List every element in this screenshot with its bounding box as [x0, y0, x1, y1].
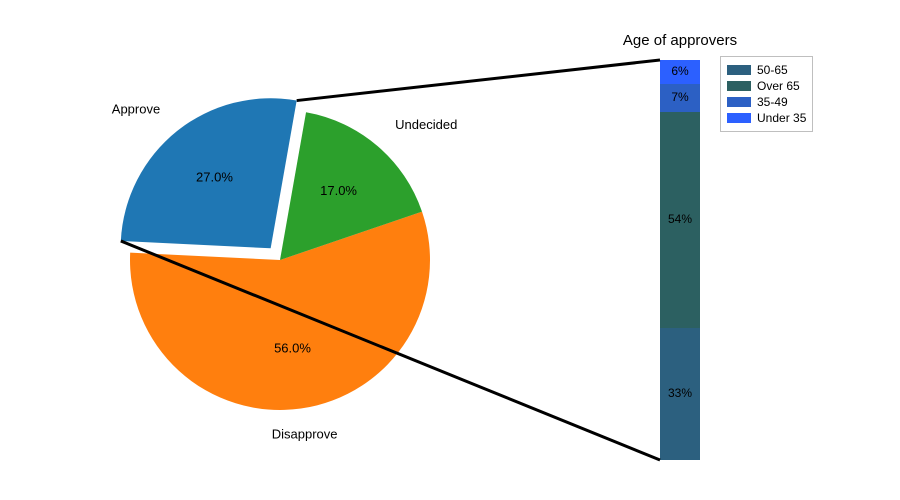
pie-label-approve: Approve	[112, 101, 160, 116]
legend-item-under-35: Under 35	[727, 111, 806, 125]
legend-swatch	[727, 65, 751, 75]
bar-pct-under-35: 6%	[671, 64, 689, 78]
pie-pct-undecided: 17.0%	[320, 183, 357, 198]
bar-pct-50-65: 33%	[668, 386, 692, 400]
bar-pct-over-65: 54%	[668, 212, 692, 226]
legend-swatch	[727, 97, 751, 107]
pie-pct-disapprove: 56.0%	[274, 341, 311, 356]
legend-item-50-65: 50-65	[727, 63, 806, 77]
bar-chart-title: Age of approvers	[600, 32, 760, 49]
legend-swatch	[727, 113, 751, 123]
legend-label: Under 35	[757, 111, 806, 125]
legend-item-35-49: 35-49	[727, 95, 806, 109]
chart-container: 27.0% Approve 56.0% Disapprove 17.0% Undecide…	[0, 0, 900, 500]
legend: 50-65 Over 65 35-49 Under 35	[720, 56, 813, 132]
legend-item-over-65: Over 65	[727, 79, 806, 93]
bar-pct-35-49: 7%	[671, 90, 689, 104]
connector-line-top	[297, 60, 660, 101]
pie-pct-approve: 27.0%	[196, 169, 233, 184]
legend-label: Over 65	[757, 79, 800, 93]
legend-label: 35-49	[757, 95, 788, 109]
legend-swatch	[727, 81, 751, 91]
legend-label: 50-65	[757, 63, 788, 77]
pie-label-disapprove: Disapprove	[272, 427, 338, 442]
pie-label-undecided: Undecided	[395, 117, 457, 132]
